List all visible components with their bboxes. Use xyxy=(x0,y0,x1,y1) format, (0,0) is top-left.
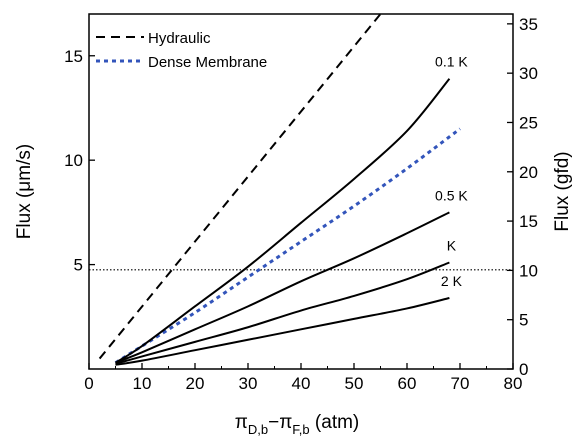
y-right-tick-label: 10 xyxy=(519,261,538,280)
y-right-tick-label: 0 xyxy=(519,360,528,379)
curve-label: 0.1 K xyxy=(435,54,468,70)
curve-label: 0.5 K xyxy=(435,187,468,203)
series-line-k xyxy=(115,261,450,365)
legend-label: Dense Membrane xyxy=(148,54,267,71)
y-right-tick-label: 25 xyxy=(519,113,538,132)
x-tick-label: 80 xyxy=(504,374,523,393)
y-axis-right-label: Flux (gfd) xyxy=(552,151,573,231)
x-axis-label: πD,b−πF,b (atm) xyxy=(235,412,360,436)
y-right-tick-label: 15 xyxy=(519,212,538,231)
x-tick-label: 0 xyxy=(84,374,93,393)
y-left-tick-label: 10 xyxy=(64,151,83,170)
x-tick-label: 50 xyxy=(345,374,364,393)
x-tick-label: 30 xyxy=(239,374,258,393)
x-tick-label: 10 xyxy=(133,374,152,393)
y-axis-left-label: Flux (μm/s) xyxy=(14,144,35,239)
y-left-tick-label: 15 xyxy=(64,47,83,66)
curve-label: 2 K xyxy=(441,273,463,289)
series-line-0-5-k xyxy=(115,211,450,364)
y-right-tick-label: 5 xyxy=(519,311,528,330)
series-line-0-1-k xyxy=(114,78,451,364)
x-tick-label: 70 xyxy=(451,374,470,393)
y-right-tick-label: 20 xyxy=(519,163,538,182)
series-layer xyxy=(98,14,461,366)
x-tick-label: 20 xyxy=(186,374,205,393)
x-tick-label: 60 xyxy=(398,374,417,393)
y-left-tick-label: 5 xyxy=(74,256,83,275)
series-line-2-k xyxy=(115,297,450,366)
legend: Hydraulic Dense Membrane xyxy=(96,30,267,71)
labels-layer: 0.1 K 0.5 K K 2 K Flux (μm/s) Flux (gfd) πD,b−… xyxy=(14,54,573,437)
y-right-tick-label: 30 xyxy=(519,64,538,83)
curve-label: K xyxy=(447,238,457,254)
legend-label: Hydraulic xyxy=(148,30,211,47)
x-tick-label: 40 xyxy=(292,374,311,393)
y-right-tick-label: 35 xyxy=(519,15,538,34)
ticks-layer: 0 10 20 30 40 50 60 70 80 5 10 15 0 5 10 15 20 25 30 35 xyxy=(64,15,538,393)
